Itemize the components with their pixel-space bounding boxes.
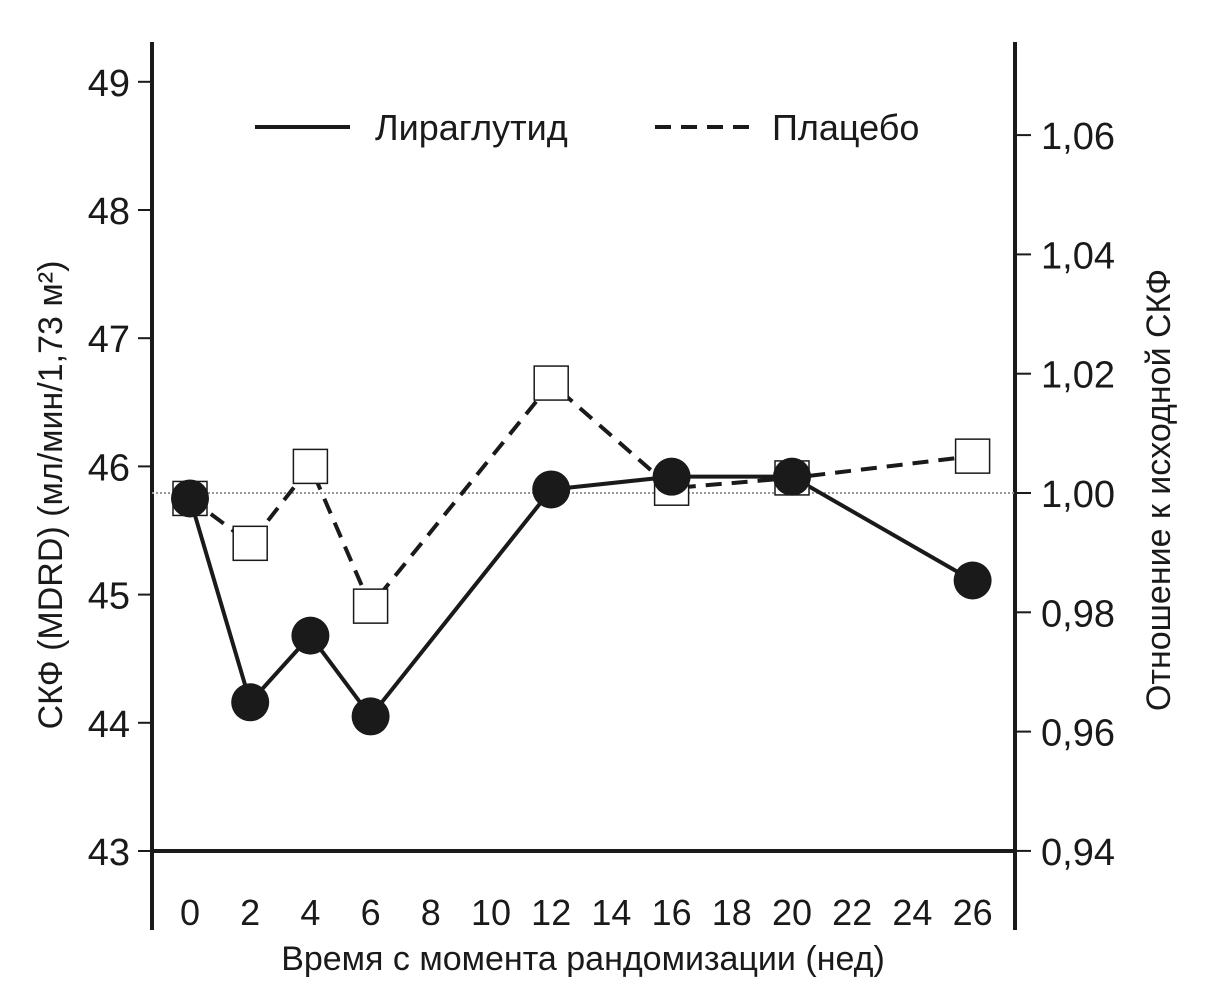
data-point-placebo (352, 588, 389, 624)
x-tick-label: 8 (421, 892, 441, 933)
y-tick-label-right: 0,94 (1041, 832, 1115, 874)
series (171, 365, 992, 736)
legend-label-placebo: Плацебо (772, 107, 919, 148)
data-point-liraglutide (953, 561, 992, 600)
x-tick-label: 24 (892, 892, 932, 933)
y-tick-label-left: 44 (88, 704, 130, 746)
x-tick-label: 14 (591, 892, 631, 933)
series-line-liraglutide (188, 474, 974, 720)
x-tick-label: 4 (300, 892, 320, 933)
axes (150, 42, 1017, 930)
y-tick-label-right: 1,02 (1041, 355, 1115, 397)
legend: Лираглутид Плацебо (255, 107, 919, 148)
data-point-placebo (533, 365, 569, 401)
data-point-placebo (292, 448, 329, 485)
y-tick-label-left: 48 (88, 191, 130, 233)
data-point-liraglutide (291, 616, 330, 655)
x-tick-label: 22 (832, 892, 872, 933)
data-point-placebo (232, 525, 268, 562)
y-tick-label-left: 43 (88, 832, 130, 874)
y-tick-label-right: 0,98 (1041, 593, 1115, 635)
data-point-liraglutide (773, 457, 811, 496)
y-tick-label-right: 1,00 (1041, 474, 1115, 516)
x-tick-label: 12 (531, 892, 571, 933)
x-tick-label: 20 (772, 892, 812, 933)
y-axis-label-right: Отношение к исходной СКФ (1140, 269, 1178, 711)
y-axis-label-left: СКФ (MDRD) (мл/мин/1,73 м²) (32, 261, 70, 730)
y-tick-label-left: 46 (88, 447, 130, 489)
data-point-liraglutide (351, 697, 390, 736)
data-point-liraglutide (231, 683, 270, 722)
data-point-placebo (954, 438, 991, 474)
x-tick-label: 16 (652, 892, 692, 933)
y-tick-label-right: 1,04 (1041, 235, 1115, 277)
x-tick-label: 10 (471, 892, 511, 933)
y-tick-label-right: 1,06 (1041, 116, 1115, 158)
x-tick-label: 2 (240, 892, 260, 933)
x-tick-label: 18 (712, 892, 752, 933)
x-tick-label: 6 (361, 892, 381, 933)
y-tick-label-left: 49 (88, 63, 130, 105)
data-point-liraglutide (652, 457, 691, 496)
y-tick-label-right: 0,96 (1041, 713, 1115, 755)
data-point-liraglutide (532, 470, 571, 509)
x-axis-label: Время с момента рандомизации (нед) (281, 940, 885, 978)
x-tick-label: 26 (953, 892, 993, 933)
data-point-liraglutide (171, 479, 209, 518)
legend-label-liraglutide: Лираглутид (375, 107, 568, 148)
y-tick-label-left: 47 (88, 319, 130, 361)
ticks: 434445464748490,940,960,981,001,021,041,… (88, 63, 1115, 933)
y-tick-label-left: 45 (88, 576, 130, 618)
x-tick-label: 0 (180, 892, 200, 933)
series-line-placebo (188, 380, 973, 610)
